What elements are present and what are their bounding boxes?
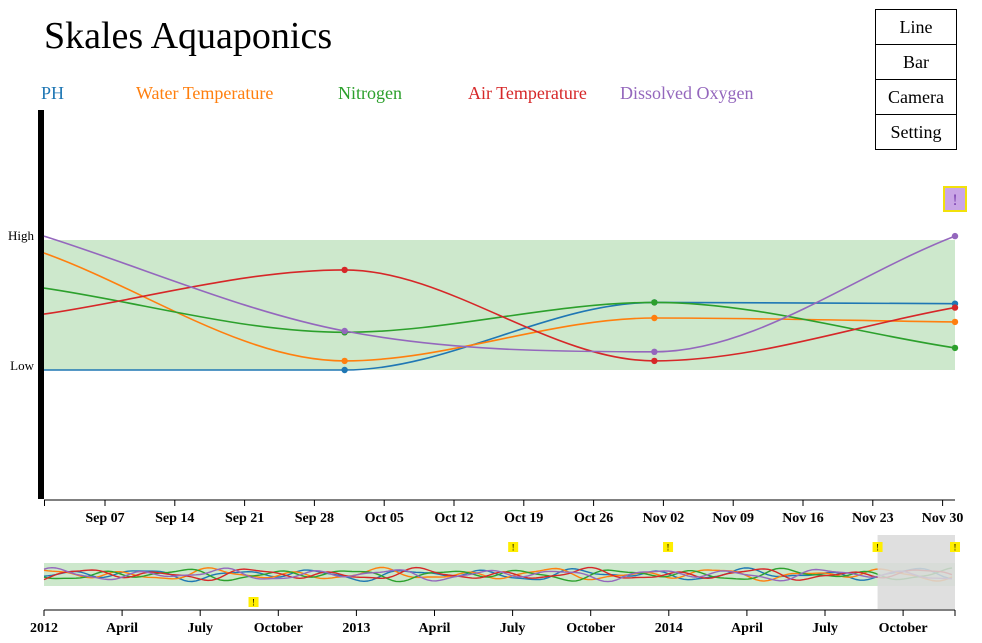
data-point[interactable] xyxy=(341,266,348,274)
overview-x-tick-label: July xyxy=(812,621,838,636)
x-tick-label: Nov 09 xyxy=(712,511,754,526)
overview-x-tick-label: April xyxy=(106,621,138,636)
legend-ph[interactable]: PH xyxy=(41,83,64,104)
x-tick-label: Nov 30 xyxy=(922,511,964,526)
alert-marker[interactable] xyxy=(248,597,259,607)
brush-selection[interactable] xyxy=(877,535,955,609)
overview-x-tick-label: October xyxy=(254,621,303,636)
overview-x-tick-label: April xyxy=(731,621,763,636)
x-tick-label: Oct 05 xyxy=(365,511,404,526)
legend-label: PH xyxy=(41,83,65,103)
legend-label: Nitrogen xyxy=(338,83,402,103)
high-label: High xyxy=(8,228,35,243)
x-tick-label: Sep 28 xyxy=(295,511,334,526)
data-point[interactable] xyxy=(951,304,959,311)
low-label: Low xyxy=(10,358,34,373)
data-point[interactable] xyxy=(651,299,658,306)
overview-series-line xyxy=(43,566,953,582)
legend-water-temperature[interactable]: Water Temperature xyxy=(136,83,273,104)
camera-button[interactable]: Camera xyxy=(876,80,956,115)
alert-marker[interactable] xyxy=(508,542,519,552)
y-axis-bar xyxy=(38,110,44,499)
x-tick-label: Oct 12 xyxy=(434,511,473,526)
series-line xyxy=(43,235,956,353)
series-line xyxy=(43,301,956,371)
alert-marker[interactable] xyxy=(663,542,674,552)
x-tick-label: Nov 02 xyxy=(643,511,685,526)
bar-button[interactable]: Bar xyxy=(876,45,956,80)
legend-label: Water Temperature xyxy=(136,83,274,103)
overview-x-tick-label: 2014 xyxy=(655,621,683,636)
app-title: Skales Aquaponics xyxy=(44,15,333,57)
alert-icon: ! xyxy=(252,598,255,608)
x-tick-label: Sep 21 xyxy=(225,511,264,526)
data-point[interactable] xyxy=(951,344,959,352)
data-point[interactable] xyxy=(651,314,658,322)
data-point[interactable] xyxy=(341,327,348,335)
overview-x-tick-label: 2012 xyxy=(30,621,58,636)
overview-x-tick-label: July xyxy=(500,621,526,636)
x-tick-label: Oct 26 xyxy=(574,511,613,526)
alert-marker[interactable] xyxy=(950,542,960,552)
overview-x-tick-label: October xyxy=(566,621,615,636)
x-tick-label: Nov 16 xyxy=(782,511,824,526)
line-button[interactable]: Line xyxy=(876,10,956,45)
legend-label: Dissolved Oxygen xyxy=(620,83,754,103)
legend-nitrogen[interactable]: Nitrogen xyxy=(338,83,402,104)
data-point[interactable] xyxy=(341,366,348,374)
data-point[interactable] xyxy=(951,232,959,240)
overview-x-tick-label: October xyxy=(879,621,928,636)
overview-series-line xyxy=(43,567,953,583)
normal-range-band xyxy=(44,240,955,370)
x-tick-label: Nov 23 xyxy=(852,511,894,526)
alert-icon: ! xyxy=(876,543,879,553)
chart-type-menu: Line Bar Camera Setting xyxy=(875,9,957,150)
series-line xyxy=(43,287,956,349)
legend-air-temperature[interactable]: Air Temperature xyxy=(468,83,587,104)
data-point[interactable] xyxy=(951,318,959,326)
x-tick-label: Oct 19 xyxy=(504,511,543,526)
setting-button[interactable]: Setting xyxy=(876,115,956,149)
alert-icon: ! xyxy=(512,543,515,553)
overview-x-tick-label: April xyxy=(419,621,451,636)
x-tick-label: Sep 14 xyxy=(155,511,194,526)
alert-icon: ! xyxy=(954,543,957,553)
overview-x-tick-label: 2013 xyxy=(342,621,370,636)
data-point[interactable] xyxy=(651,357,658,365)
x-tick-label: Sep 07 xyxy=(85,511,124,526)
data-point[interactable] xyxy=(651,348,658,355)
legend-dissolved-oxygen[interactable]: Dissolved Oxygen xyxy=(620,83,754,104)
alert-badge[interactable] xyxy=(943,186,967,212)
data-point[interactable] xyxy=(341,357,348,365)
overview-series-line xyxy=(43,567,953,583)
legend-label: Air Temperature xyxy=(468,83,587,103)
series-line xyxy=(43,269,956,362)
alert-marker[interactable] xyxy=(872,542,883,552)
alert-icon: ! xyxy=(667,543,670,553)
overview-x-tick-label: July xyxy=(187,621,213,636)
alert-icon: ! xyxy=(952,192,957,209)
